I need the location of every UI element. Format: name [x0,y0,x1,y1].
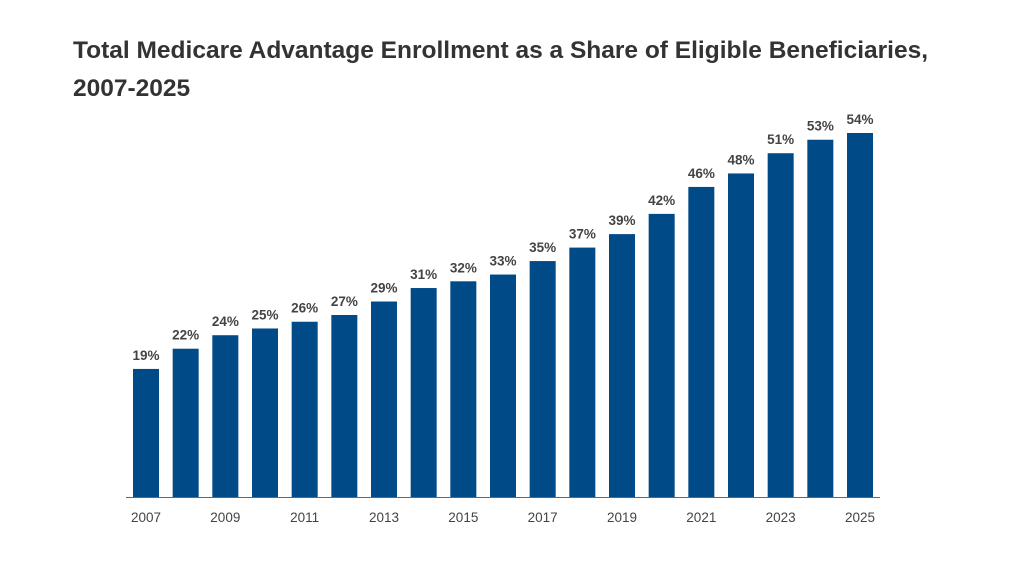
data-label-2023: 51% [767,132,794,147]
x-tick-label: 2025 [845,510,875,525]
data-label-2019: 39% [608,213,635,228]
bar-2025 [847,133,873,497]
bar-2010 [252,328,278,497]
data-label-2018: 37% [569,227,596,242]
bar-2014 [410,288,437,497]
x-tick-label: 2007 [131,510,161,525]
bar-2008 [172,348,199,497]
data-label-2009: 24% [212,314,239,329]
bar-2019 [609,234,635,497]
bar-2013 [371,301,397,497]
data-label-2017: 35% [529,240,556,255]
bar-2016 [490,274,516,497]
data-label-2012: 27% [331,294,358,309]
x-tick-label: 2019 [607,510,637,525]
data-label-2021: 46% [688,166,715,181]
bar-2007 [133,368,159,497]
bar-2017 [529,261,556,497]
x-tick-label: 2013 [369,510,399,525]
bar-2023 [767,153,794,497]
bar-2011 [291,321,318,497]
x-tick-label: 2017 [528,510,558,525]
bar-2020 [648,213,675,497]
data-label-2014: 31% [410,267,437,282]
x-tick-label: 2021 [686,510,716,525]
bar-2021 [688,186,715,498]
data-label-2011: 26% [291,301,318,316]
data-label-2010: 25% [251,307,278,322]
bar-2022 [728,173,754,497]
x-tick-label: 2023 [766,510,796,525]
data-label-2022: 48% [727,152,754,167]
chart-title: Total Medicare Advantage Enrollment as a… [73,37,929,102]
data-label-2016: 33% [489,254,516,269]
x-tick-label: 2015 [448,510,478,525]
data-label-2008: 22% [172,328,199,343]
data-label-2013: 29% [370,281,397,296]
x-tick-label: 2009 [210,510,240,525]
x-tick-label: 2011 [290,510,319,525]
data-label-2025: 54% [846,112,873,127]
bar-2015 [450,281,477,497]
bar-2012 [331,315,358,497]
bar-2018 [569,247,596,497]
data-label-2015: 32% [450,260,477,275]
bar-2024 [807,139,834,498]
data-label-2024: 53% [807,119,834,134]
bar-2009 [212,335,239,497]
data-label-2020: 42% [648,193,675,208]
data-label-2007: 19% [132,348,159,363]
